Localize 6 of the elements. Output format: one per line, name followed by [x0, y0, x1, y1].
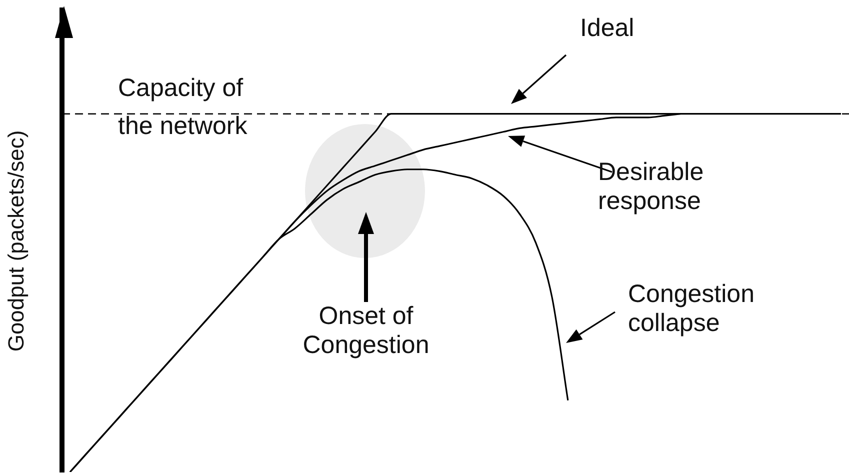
text: Ideal [580, 14, 636, 43]
annotation: Onset of Congestion [302, 302, 430, 360]
y-axis-title: Goodput (packets/sec) [3, 130, 28, 352]
ref-line-label: Capacity of the network [118, 73, 248, 142]
legend-label: Congestion collapse [628, 280, 756, 338]
series-label: Desirable response [598, 158, 705, 216]
